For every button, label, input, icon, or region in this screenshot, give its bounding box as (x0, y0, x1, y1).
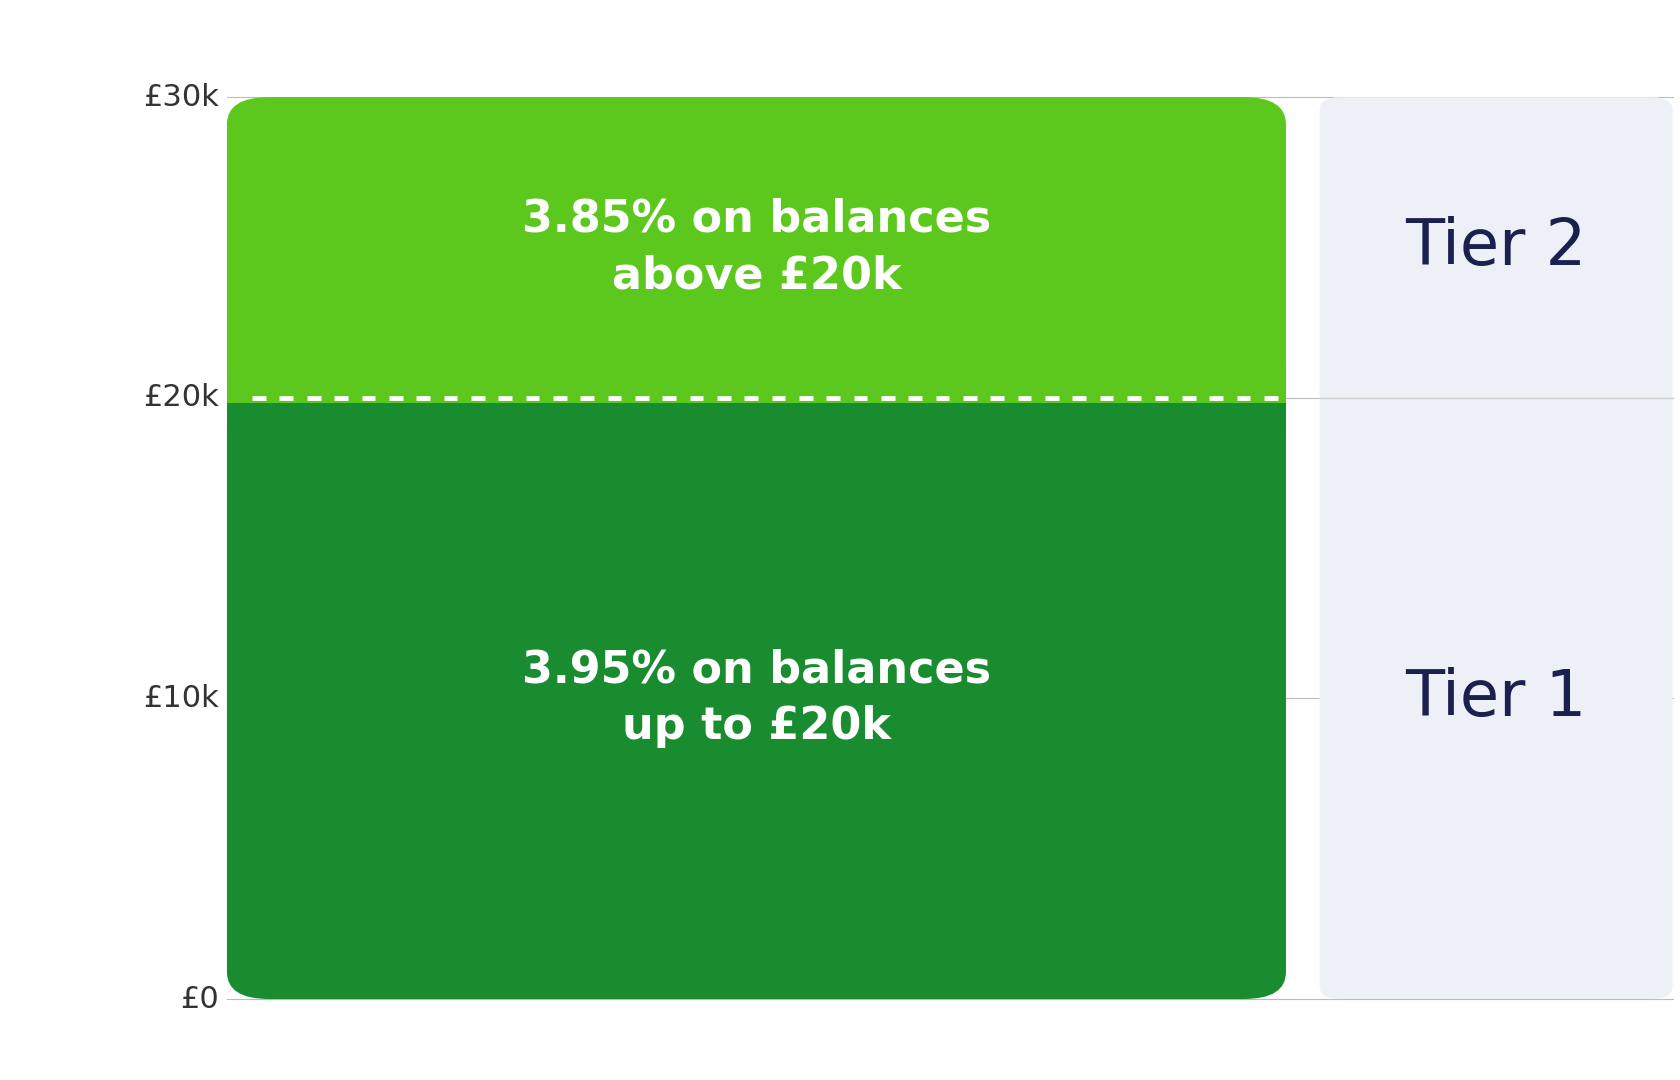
Text: £0: £0 (180, 985, 218, 1013)
FancyBboxPatch shape (227, 97, 1285, 397)
FancyBboxPatch shape (227, 397, 1285, 999)
Bar (227, 365, 1285, 403)
Text: £30k: £30k (143, 83, 218, 111)
Bar (227, 392, 1285, 435)
Text: £10k: £10k (143, 684, 218, 713)
Text: Tier 1: Tier 1 (1404, 667, 1586, 729)
Text: 3.95% on balances
up to £20k: 3.95% on balances up to £20k (521, 649, 991, 748)
Text: 3.85% on balances
above £20k: 3.85% on balances above £20k (521, 198, 991, 297)
Text: Tier 2: Tier 2 (1404, 216, 1586, 279)
Text: £20k: £20k (143, 383, 218, 413)
FancyBboxPatch shape (1319, 97, 1672, 999)
